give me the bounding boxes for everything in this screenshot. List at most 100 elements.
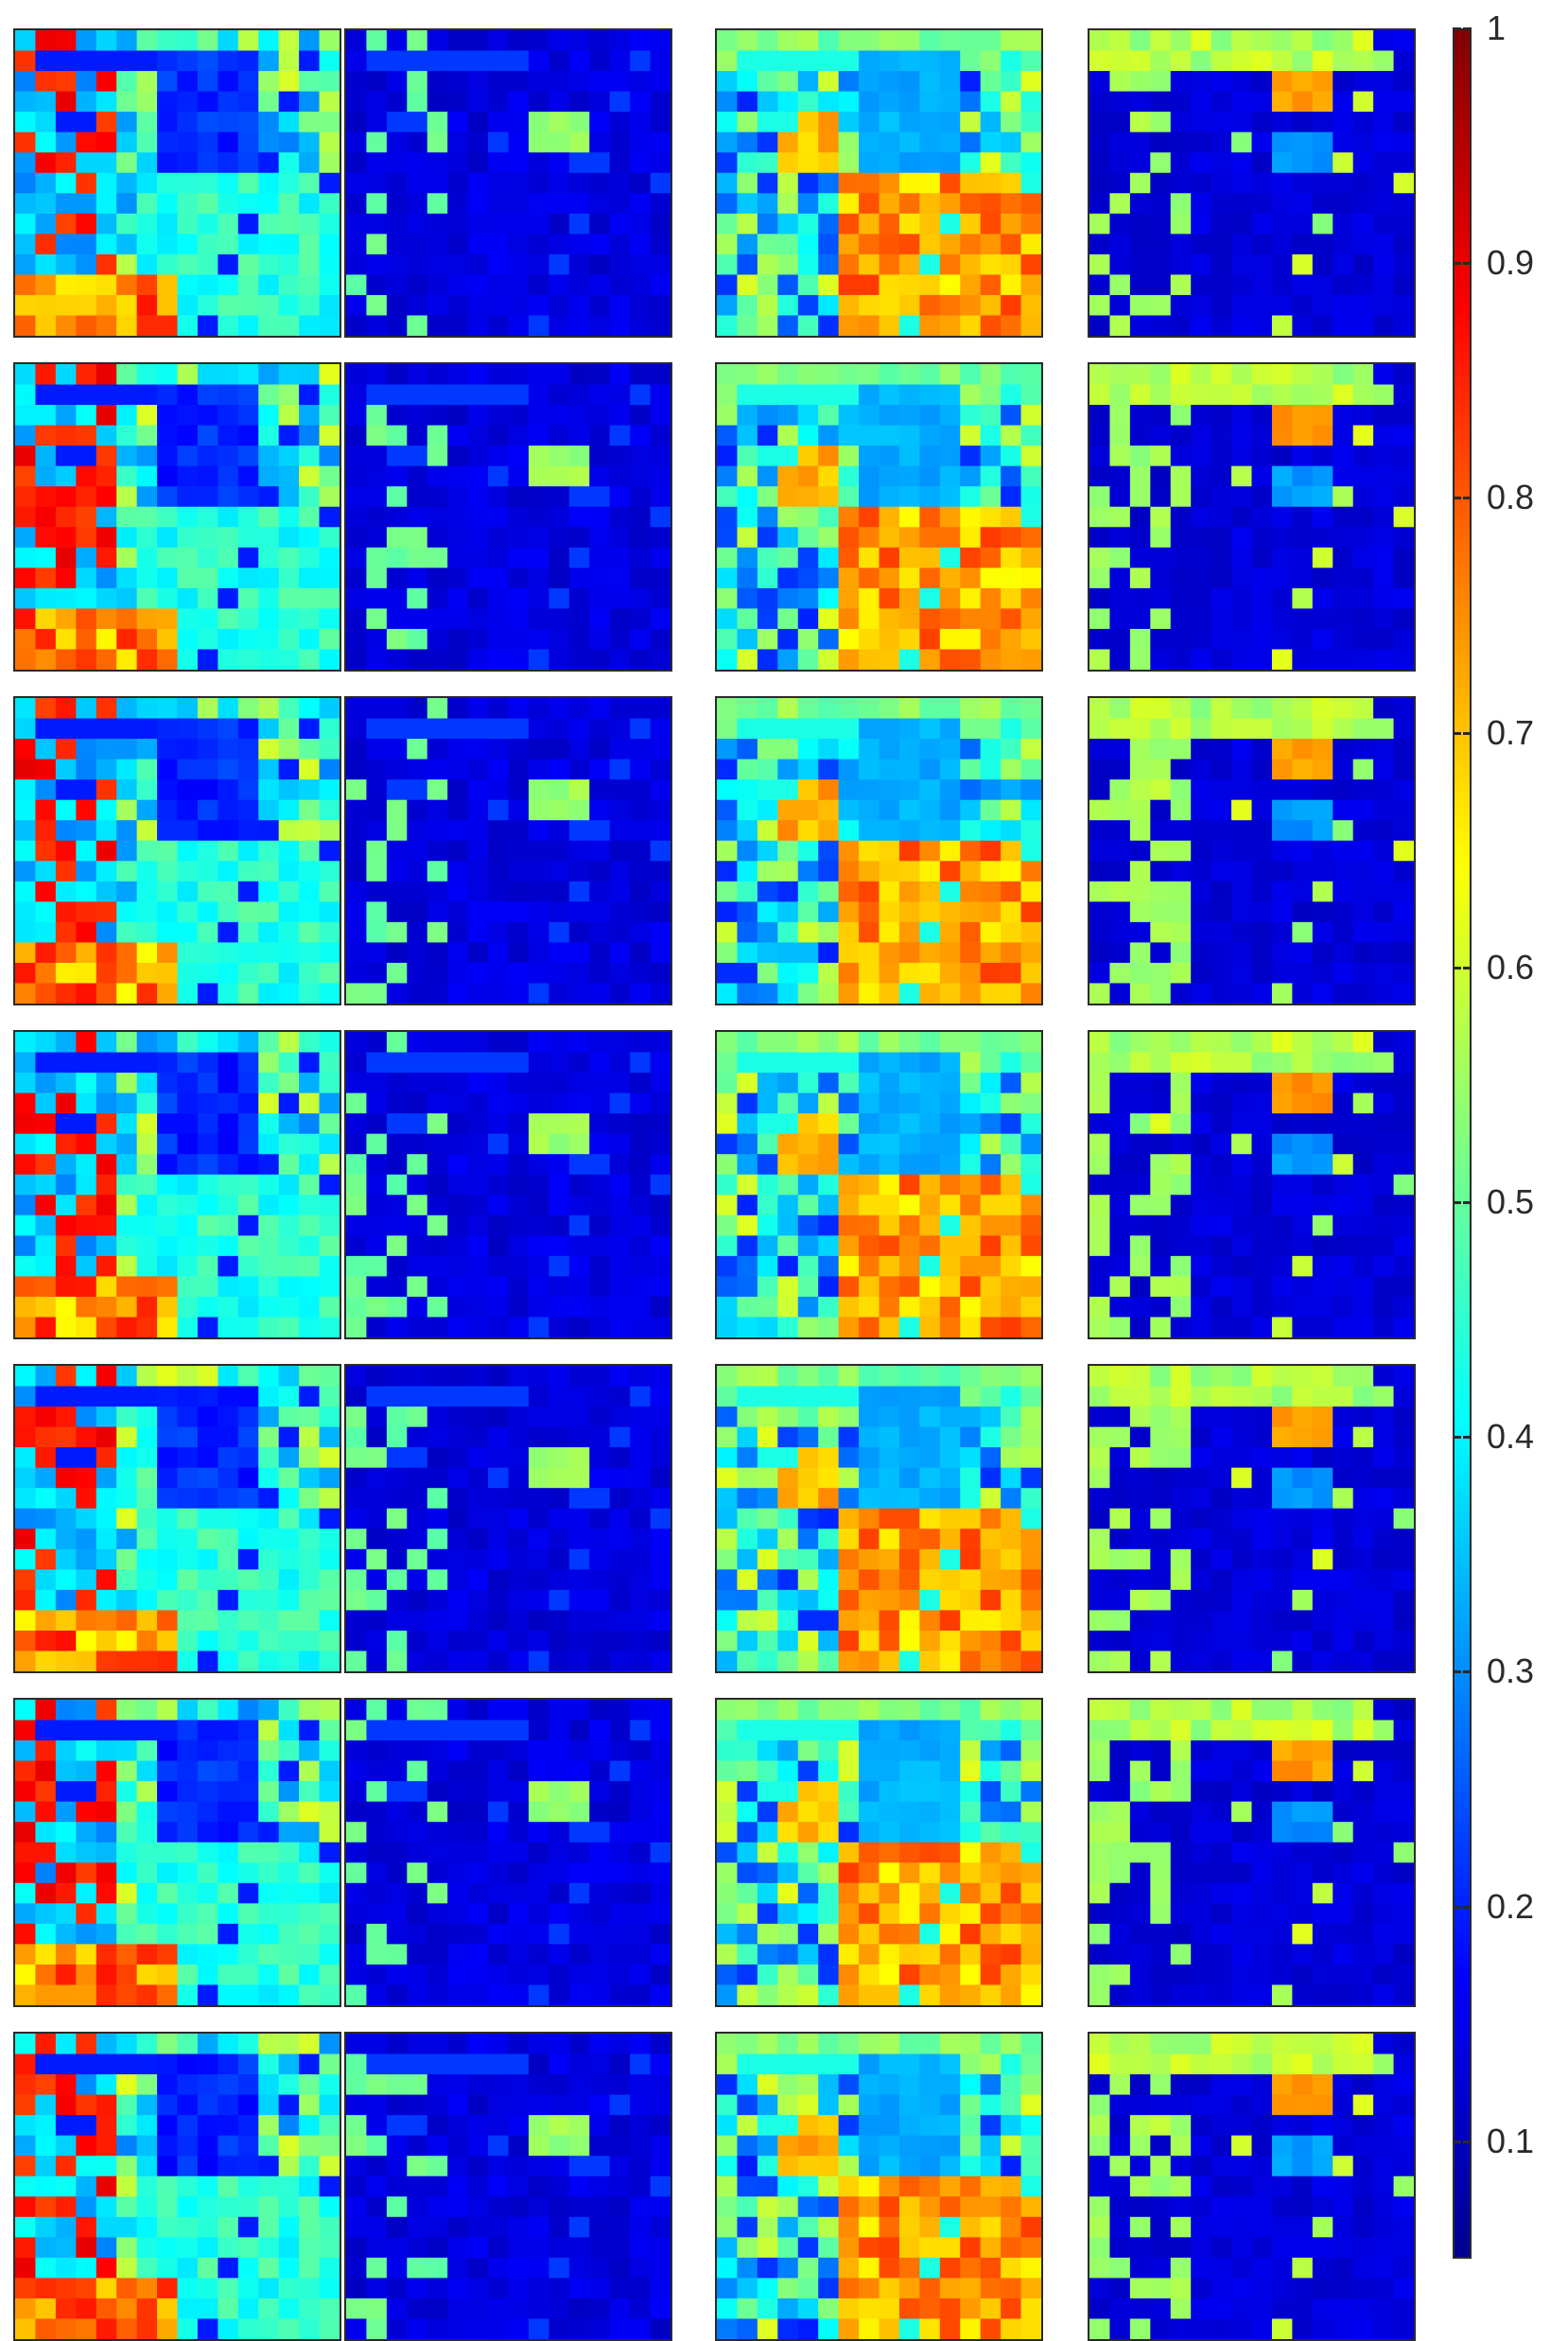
heatmap-cell [1394,649,1414,670]
heatmap-cell [1231,234,1252,254]
heatmap-cell [859,588,880,609]
heatmap-cell [1373,1610,1394,1631]
heatmap-cell [839,1032,860,1053]
heatmap-cell [76,1700,96,1721]
heatmap-cell [35,1468,56,1489]
heatmap-cell [387,1093,408,1114]
heatmap-cell [529,507,549,528]
heatmap-cell [1252,1235,1273,1256]
heatmap-cell [1373,820,1394,841]
heatmap-cell [1333,1195,1353,1215]
heatmap-cell [96,901,117,922]
heatmap-cell [1001,882,1021,902]
heatmap-cell [569,405,590,426]
heatmap-cell [56,507,77,528]
heatmap-cell [366,254,387,275]
heatmap-cell [630,739,651,760]
abundance-map-image [717,1366,1041,1671]
heatmap-cell [299,1387,320,1407]
heatmap-cell [940,963,961,984]
heatmap-cell [1089,739,1110,760]
heatmap-cell [818,1488,839,1509]
heatmap-cell [1231,385,1252,406]
heatmap-cell [798,588,819,609]
heatmap-cell [76,719,96,740]
heatmap-cell [299,922,320,943]
heatmap-cell [630,1317,651,1337]
heatmap-cell [279,1256,300,1277]
heatmap-cell [1130,779,1151,800]
heatmap-cell [15,1590,36,1611]
heatmap-cell [427,800,448,821]
heatmap-cell [407,1154,427,1175]
heatmap-cell [387,1610,408,1631]
heatmap-cell [1109,963,1130,984]
heatmap-cell [366,1093,387,1114]
heatmap-cell [1130,1631,1151,1651]
heatmap-cell [981,254,1002,275]
heatmap-cell [569,214,590,235]
heatmap-cell [366,426,387,446]
heatmap-cell [1211,1569,1232,1590]
heatmap-cell [630,1256,651,1277]
heatmap-cell [76,30,96,51]
heatmap-cell [1109,739,1130,760]
heatmap-cell [737,315,758,336]
heatmap-cell [630,1610,651,1631]
heatmap-cell [407,486,427,507]
heatmap-cell [630,719,651,740]
heatmap-cell [1394,254,1414,275]
abundance-map-image [15,30,340,336]
heatmap-cell [35,1053,56,1074]
heatmap-cell [1313,963,1333,984]
heatmap-cell [589,71,610,92]
heatmap-cell [1001,1154,1021,1175]
heatmap-cell [717,1297,738,1318]
heatmap-cell [589,1610,610,1631]
heatmap-cell [549,466,569,487]
heatmap-cell [529,30,549,51]
heatmap-cell [96,649,117,670]
heatmap-cell [198,1195,218,1215]
heatmap-cell [880,1093,900,1114]
heatmap-cell [238,1093,259,1114]
heatmap-cell [777,527,798,548]
heatmap-cell [218,882,238,902]
heatmap-cell [839,315,860,336]
heatmap-cell [1191,649,1211,670]
heatmap-cell [1150,820,1171,841]
heatmap-cell [218,274,238,295]
heatmap-cell [178,254,199,275]
heatmap-cell [1130,385,1151,406]
heatmap-cell [1333,1610,1353,1631]
heatmap-cell [258,1427,279,1448]
heatmap-cell [630,1235,651,1256]
heatmap-cell [488,1366,509,1387]
heatmap-cell [1313,1317,1333,1337]
heatmap-cell [447,152,468,173]
heatmap-cell [1373,1366,1394,1387]
heatmap-cell [238,820,259,841]
heatmap-cell [178,1195,199,1215]
heatmap-cell [468,1134,489,1155]
heatmap-cell [839,274,860,295]
heatmap-cell [320,568,340,588]
heatmap-cell [1272,173,1293,194]
heatmap-cell [859,800,880,821]
heatmap-cell [198,1387,218,1407]
heatmap-cell [818,983,839,1004]
heatmap-cell [899,779,920,800]
heatmap-cell [76,1610,96,1631]
heatmap-cell [1394,698,1414,719]
heatmap-cell [346,1297,367,1318]
heatmap-cell [859,1073,880,1093]
heatmap-cell [1211,364,1232,385]
heatmap-cell [15,760,36,780]
heatmap-cell [981,739,1002,760]
heatmap-cell [1089,466,1110,487]
heatmap-cell [549,71,569,92]
heatmap-cell [258,295,279,316]
heatmap-cell [366,193,387,214]
heatmap-cell [137,922,158,943]
heatmap-cell [1373,132,1394,153]
